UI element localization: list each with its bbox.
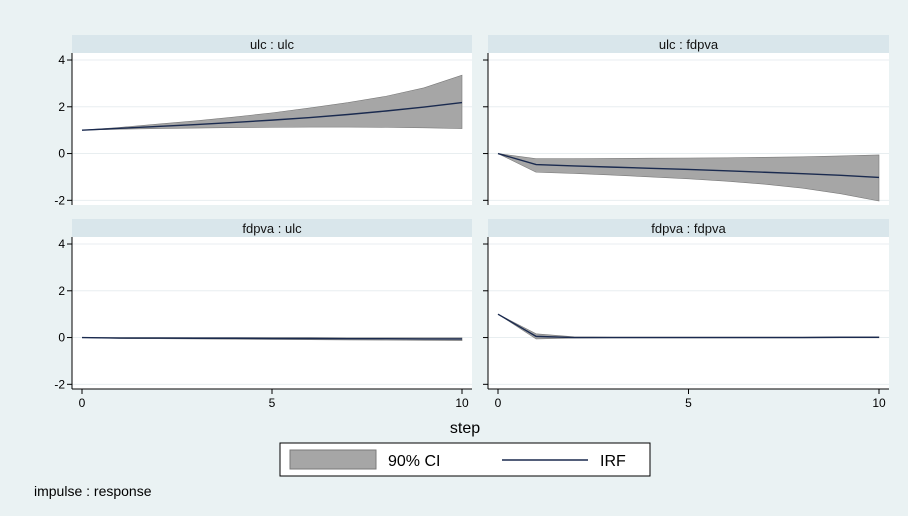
- x-tick-label: 5: [685, 396, 692, 410]
- x-axis-label: step: [450, 420, 480, 437]
- legend: 90% CI IRF: [279, 442, 651, 477]
- y-tick-label: 4: [58, 53, 65, 67]
- legend-irf-label: IRF: [600, 453, 626, 470]
- panels-group: ulc : ulc 4 2 0 -2 ulc : fdpva fdpva : ulc 4 2 0 -…: [54, 35, 889, 391]
- panel-plot-area: [488, 237, 889, 389]
- legend-ci-swatch: [289, 449, 377, 470]
- panel-1: ulc : ulc 4 2 0 -2: [54, 35, 472, 207]
- panel-3: fdpva : ulc 4 2 0 -2: [54, 219, 472, 391]
- panel-title: fdpva : fdpva: [651, 221, 726, 236]
- impulse-response-note: impulse : response: [34, 483, 152, 499]
- y-tick-label: 0: [58, 147, 65, 161]
- panel-title: ulc : fdpva: [659, 37, 719, 52]
- panel-header: [72, 219, 472, 237]
- panel-title: fdpva : ulc: [242, 221, 302, 236]
- irf-line: [81, 336, 462, 340]
- panel-4: fdpva : fdpva: [483, 219, 889, 389]
- y-tick-label: 2: [58, 284, 65, 298]
- panel-title: ulc : ulc: [250, 37, 295, 52]
- panel-plot-area: [72, 237, 472, 389]
- irf-line: [81, 101, 463, 131]
- x-tick-label: 0: [79, 396, 86, 410]
- y-tick-label: 0: [58, 331, 65, 345]
- x-axis-right: 0 5 10: [488, 388, 889, 410]
- x-tick-label: 10: [872, 396, 886, 410]
- x-tick-label: 0: [495, 396, 502, 410]
- y-tick-label: -2: [54, 193, 65, 207]
- panel-header: [72, 35, 472, 53]
- irf-line: [497, 313, 879, 339]
- y-tick-label: 2: [58, 100, 65, 114]
- y-tick-label: 4: [58, 237, 65, 251]
- x-axis-left: 0 5 10: [72, 388, 472, 410]
- ci-band: [497, 153, 880, 202]
- x-axes: 0 5 10 0 5 10: [72, 388, 889, 410]
- panel-2: ulc : fdpva: [483, 35, 889, 205]
- x-tick-label: 5: [269, 396, 276, 410]
- y-tick-label: -2: [54, 377, 65, 391]
- x-tick-label: 10: [455, 396, 469, 410]
- legend-ci-label: 90% CI: [388, 453, 440, 470]
- panel-header: [488, 35, 889, 53]
- panel-header: [488, 219, 889, 237]
- ci-band: [81, 74, 463, 131]
- irf-line: [497, 152, 880, 179]
